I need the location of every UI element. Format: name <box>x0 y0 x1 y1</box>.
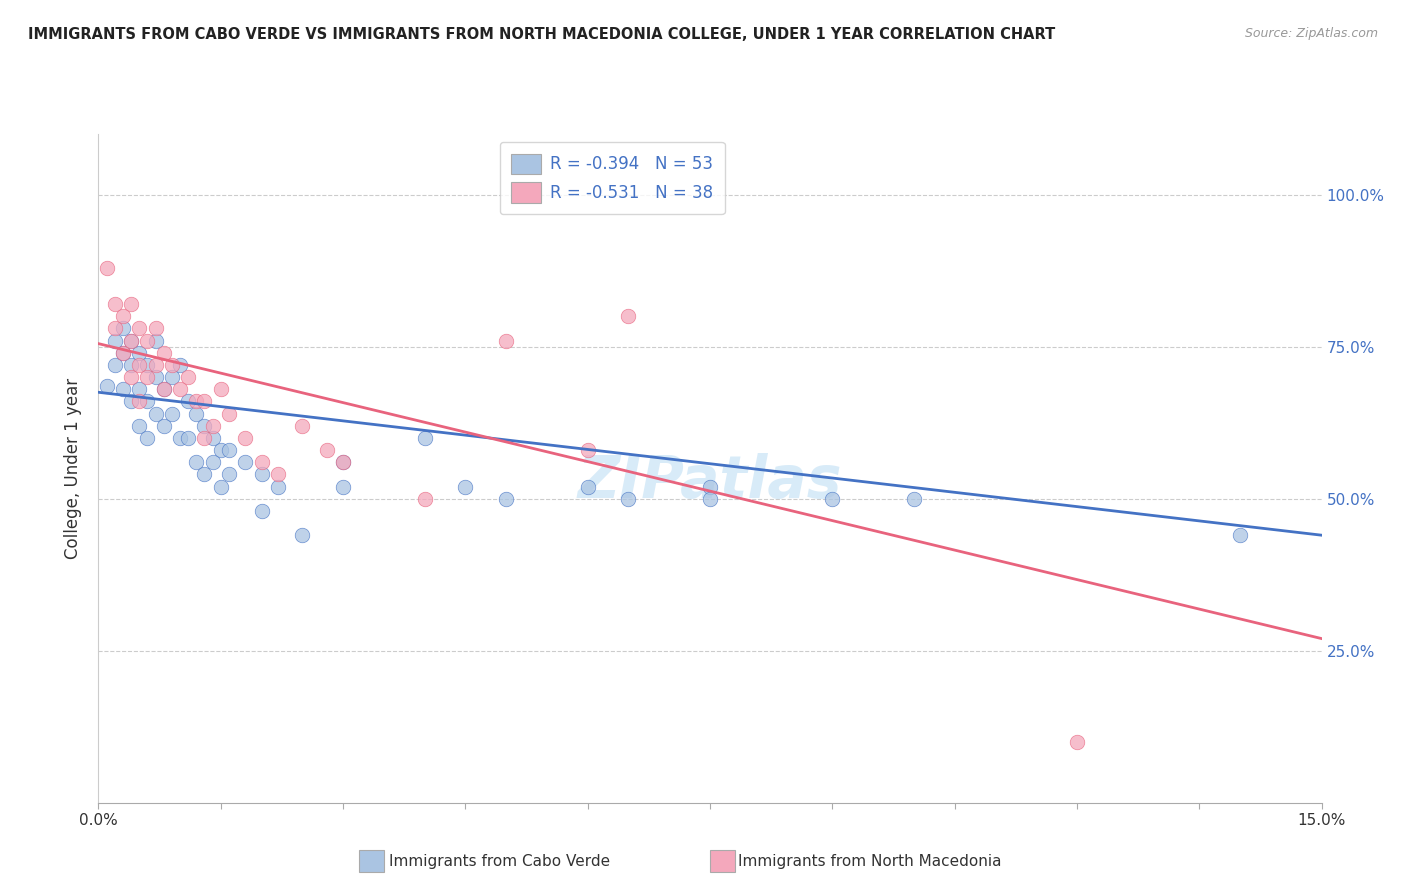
Point <box>576 443 599 458</box>
Text: Source: ZipAtlas.com: Source: ZipAtlas.com <box>1244 27 1378 40</box>
Point <box>454 479 477 493</box>
Point <box>96 379 118 393</box>
Point <box>111 345 134 359</box>
Point <box>576 479 599 493</box>
Point <box>136 431 159 445</box>
Point <box>160 370 183 384</box>
Y-axis label: College, Under 1 year: College, Under 1 year <box>65 377 83 559</box>
Point <box>136 334 159 348</box>
Point <box>201 455 224 469</box>
Point <box>177 394 200 409</box>
Point <box>96 260 118 275</box>
Point <box>120 334 142 348</box>
Point <box>136 394 159 409</box>
Point <box>128 394 150 409</box>
Point <box>120 394 142 409</box>
Point <box>128 418 150 433</box>
Point <box>699 491 721 506</box>
Point <box>332 455 354 469</box>
Point <box>128 321 150 335</box>
Point <box>169 431 191 445</box>
Point <box>617 310 640 324</box>
Point <box>332 479 354 493</box>
Point <box>145 407 167 421</box>
Point <box>1229 528 1251 542</box>
Point <box>201 418 224 433</box>
Point <box>193 467 215 482</box>
Point <box>104 321 127 335</box>
Point <box>104 297 127 311</box>
Point <box>128 345 150 359</box>
Point <box>186 407 208 421</box>
Point <box>186 394 208 409</box>
Point <box>617 491 640 506</box>
Point <box>120 370 142 384</box>
Point <box>136 370 159 384</box>
Point <box>291 418 314 433</box>
Point <box>413 491 436 506</box>
Point <box>821 491 844 506</box>
Point <box>104 358 127 372</box>
Point <box>128 358 150 372</box>
Point <box>209 382 232 396</box>
Point <box>699 479 721 493</box>
Point <box>160 358 183 372</box>
Point <box>169 358 191 372</box>
Point <box>291 528 314 542</box>
Point <box>111 310 134 324</box>
Point <box>120 358 142 372</box>
Point <box>145 334 167 348</box>
Point <box>495 491 517 506</box>
Point <box>193 394 215 409</box>
Point <box>186 455 208 469</box>
Point <box>903 491 925 506</box>
Point <box>209 443 232 458</box>
Point <box>145 358 167 372</box>
Point <box>218 443 240 458</box>
Point <box>201 431 224 445</box>
Text: IMMIGRANTS FROM CABO VERDE VS IMMIGRANTS FROM NORTH MACEDONIA COLLEGE, UNDER 1 Y: IMMIGRANTS FROM CABO VERDE VS IMMIGRANTS… <box>28 27 1056 42</box>
Point <box>128 382 150 396</box>
Text: ZIPatlas: ZIPatlas <box>578 453 842 510</box>
Point <box>145 321 167 335</box>
Point <box>136 358 159 372</box>
Point <box>104 334 127 348</box>
Point <box>315 443 337 458</box>
Point <box>177 431 200 445</box>
Point <box>193 418 215 433</box>
Point <box>111 321 134 335</box>
Point <box>145 370 167 384</box>
Point <box>413 431 436 445</box>
Point <box>152 382 174 396</box>
Text: Immigrants from North Macedonia: Immigrants from North Macedonia <box>738 855 1001 869</box>
Point <box>120 297 142 311</box>
Point <box>267 467 290 482</box>
Text: Immigrants from Cabo Verde: Immigrants from Cabo Verde <box>389 855 610 869</box>
Point <box>111 382 134 396</box>
Point <box>120 334 142 348</box>
Point <box>332 455 354 469</box>
Point <box>218 467 240 482</box>
Point <box>250 504 273 518</box>
Point <box>267 479 290 493</box>
Point <box>495 334 517 348</box>
Point <box>233 455 256 469</box>
Point <box>233 431 256 445</box>
Legend: R = -0.394   N = 53, R = -0.531   N = 38: R = -0.394 N = 53, R = -0.531 N = 38 <box>499 142 724 214</box>
Point <box>177 370 200 384</box>
Point <box>152 382 174 396</box>
Point <box>250 455 273 469</box>
Point <box>1066 735 1088 749</box>
Point <box>209 479 232 493</box>
Point <box>152 418 174 433</box>
Point <box>111 345 134 359</box>
Point <box>169 382 191 396</box>
Point <box>250 467 273 482</box>
Point <box>218 407 240 421</box>
Point <box>152 345 174 359</box>
Point <box>160 407 183 421</box>
Point <box>193 431 215 445</box>
